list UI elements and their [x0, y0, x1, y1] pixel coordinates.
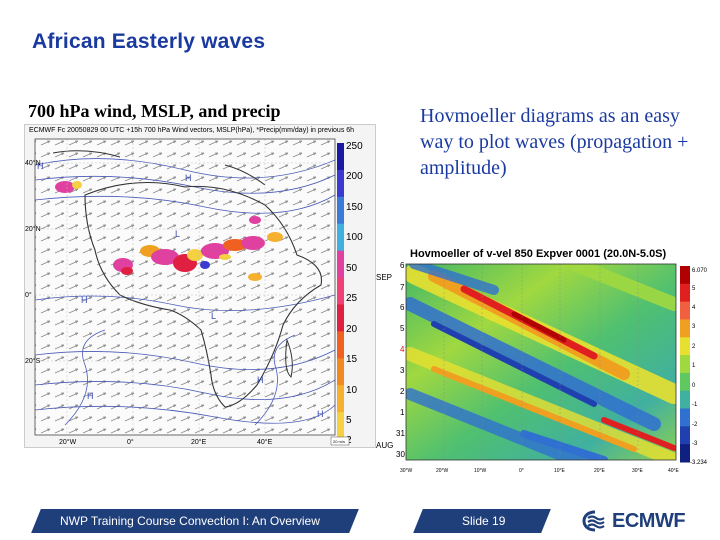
colorbar-swatch [337, 331, 344, 359]
colorbar-swatch [680, 372, 690, 392]
colorbar-swatch [680, 301, 690, 320]
colorbar-label: 4 [692, 305, 696, 311]
lon-label: 20°E [191, 438, 207, 446]
colorbar-label: 20 [346, 324, 358, 335]
lon-label: 40°E [668, 468, 680, 474]
day-label: 2 [400, 387, 405, 396]
colorbar-swatch [337, 412, 344, 440]
pressure-label: H [185, 173, 192, 183]
day-label: 6 [400, 303, 405, 312]
hovmoeller-graphic: SEP AUG 6 7 6 5 4 3 2 1 31 30 30°W 20°W … [376, 261, 708, 474]
pressure-label: L [175, 229, 180, 239]
slide-number: Slide 19 [462, 514, 506, 528]
lon-label: 20°W [59, 438, 77, 446]
pressure-label: H [317, 409, 324, 419]
lon-label: 20°E [594, 468, 606, 474]
colorbar-swatch [680, 426, 690, 445]
colorbar-label: 5 [346, 415, 352, 426]
course-title: NWP Training Course Convection I: An Ove… [60, 514, 320, 528]
lat-label: 20°N [25, 225, 41, 233]
colorbar-swatch [337, 196, 344, 225]
colorbar-swatch [680, 390, 690, 410]
colorbar-swatch [337, 358, 344, 386]
hovmoeller-colorbar [680, 266, 690, 463]
day-label: 4 [400, 345, 405, 354]
colorbar-swatch [337, 223, 344, 252]
lat-label: 40°N [25, 159, 41, 167]
colorbar-label: -3 [692, 441, 698, 447]
colorbar-label: -1 [692, 402, 698, 408]
logo-text: ECMWF [612, 509, 686, 532]
colorbar-label: 25 [346, 293, 358, 304]
lon-label: 40°E [257, 438, 273, 446]
map-caption: 700 hPa wind, MSLP, and precip [28, 101, 281, 121]
hovmoeller-description: Hovmoeller diagrams as an easy way to pl… [420, 105, 689, 179]
month-label: AUG [376, 441, 393, 450]
colorbar-swatch [337, 250, 344, 279]
colorbar-label: -2 [692, 422, 698, 428]
colorbar-swatch [680, 266, 690, 285]
day-label: 30 [396, 450, 405, 459]
colorbar-swatch [680, 337, 690, 356]
colorbar-label: 250 [346, 141, 363, 152]
lon-label: 0° [519, 468, 524, 474]
day-label: 6 [400, 261, 405, 270]
wind-scale-label: 20 m/s [333, 439, 345, 444]
pressure-label: H [37, 161, 44, 171]
colorbar-label: -3.234 [690, 460, 708, 466]
lat-label: 20°S [25, 357, 41, 365]
pressure-label: H [87, 391, 94, 401]
lon-label: 10°W [474, 468, 487, 474]
day-label: 31 [396, 429, 405, 438]
colorbar-swatch [337, 304, 344, 332]
colorbar-label: 2 [692, 344, 696, 350]
map-header: ECMWF Fc 20050829 00 UTC +15h 700 hPa Wi… [29, 127, 355, 134]
hovmoeller-diagram: Hovmoeller of v-vel 850 Expver 0001 (20.… [374, 244, 714, 484]
day-label: 3 [400, 366, 405, 375]
pressure-label: L [211, 311, 216, 321]
colorbar-label: 6.070 [692, 268, 708, 274]
pressure-label: H [257, 375, 264, 385]
colorbar-label: 10 [346, 385, 358, 396]
colorbar-label: 1 [692, 363, 696, 369]
colorbar-swatch [680, 319, 690, 338]
colorbar-label: 100 [346, 232, 363, 243]
colorbar-label: 50 [346, 263, 358, 274]
ecmwf-logo: ECMWF [582, 508, 686, 534]
lon-label: 0° [127, 438, 134, 446]
weather-map: ECMWF Fc 20050829 00 UTC +15h 700 hPa Wi… [24, 124, 376, 448]
colorbar-label: 3 [692, 324, 696, 330]
colorbar-swatch [337, 143, 344, 171]
colorbar-swatch [337, 277, 344, 305]
colorbar-label: 15 [346, 354, 358, 365]
day-label: 1 [400, 408, 405, 417]
ecmwf-logo-icon [582, 510, 605, 532]
colorbar-swatch [680, 408, 690, 427]
day-label: 7 [400, 283, 405, 292]
lat-label: 0° [25, 291, 32, 299]
colorbar-label: 0 [692, 383, 696, 389]
hovmoeller-title: Hovmoeller of v-vel 850 Expver 0001 (20.… [410, 248, 667, 260]
pressure-label: H [81, 295, 88, 305]
lon-label: 30°E [632, 468, 644, 474]
month-label: SEP [376, 273, 392, 282]
map-colorbar [337, 143, 344, 440]
colorbar-label: 150 [346, 202, 363, 213]
day-label: 5 [400, 324, 405, 333]
lon-label: 30°W [400, 468, 413, 474]
colorbar-swatch [680, 355, 690, 374]
colorbar-swatch [337, 169, 344, 198]
map-graphic: H H H L H H H L 40°N 20°N 0° 20°S 20°W 0… [25, 138, 363, 446]
lon-label: 10°E [554, 468, 566, 474]
lon-label: 20°W [436, 468, 449, 474]
colorbar-label: 5 [692, 286, 696, 292]
colorbar-swatch [337, 385, 344, 413]
slide-title: African Easterly waves [32, 30, 266, 53]
colorbar-swatch [680, 444, 690, 463]
colorbar-swatch [680, 283, 690, 303]
colorbar-label: 200 [346, 171, 363, 182]
